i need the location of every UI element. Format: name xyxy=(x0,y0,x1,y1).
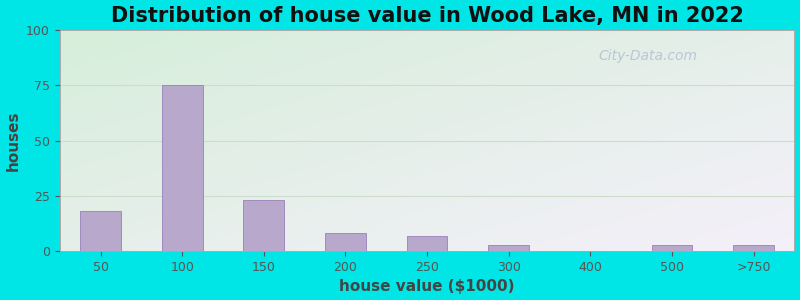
Bar xyxy=(243,200,284,251)
Title: Distribution of house value in Wood Lake, MN in 2022: Distribution of house value in Wood Lake… xyxy=(110,6,743,26)
Bar xyxy=(325,233,366,251)
Bar xyxy=(80,211,121,251)
Bar xyxy=(406,236,447,251)
Bar xyxy=(488,244,529,251)
Bar xyxy=(162,85,202,251)
X-axis label: house value ($1000): house value ($1000) xyxy=(339,279,515,294)
Text: City-Data.com: City-Data.com xyxy=(598,50,697,63)
Bar xyxy=(734,244,774,251)
Bar xyxy=(651,244,692,251)
Y-axis label: houses: houses xyxy=(6,110,21,171)
